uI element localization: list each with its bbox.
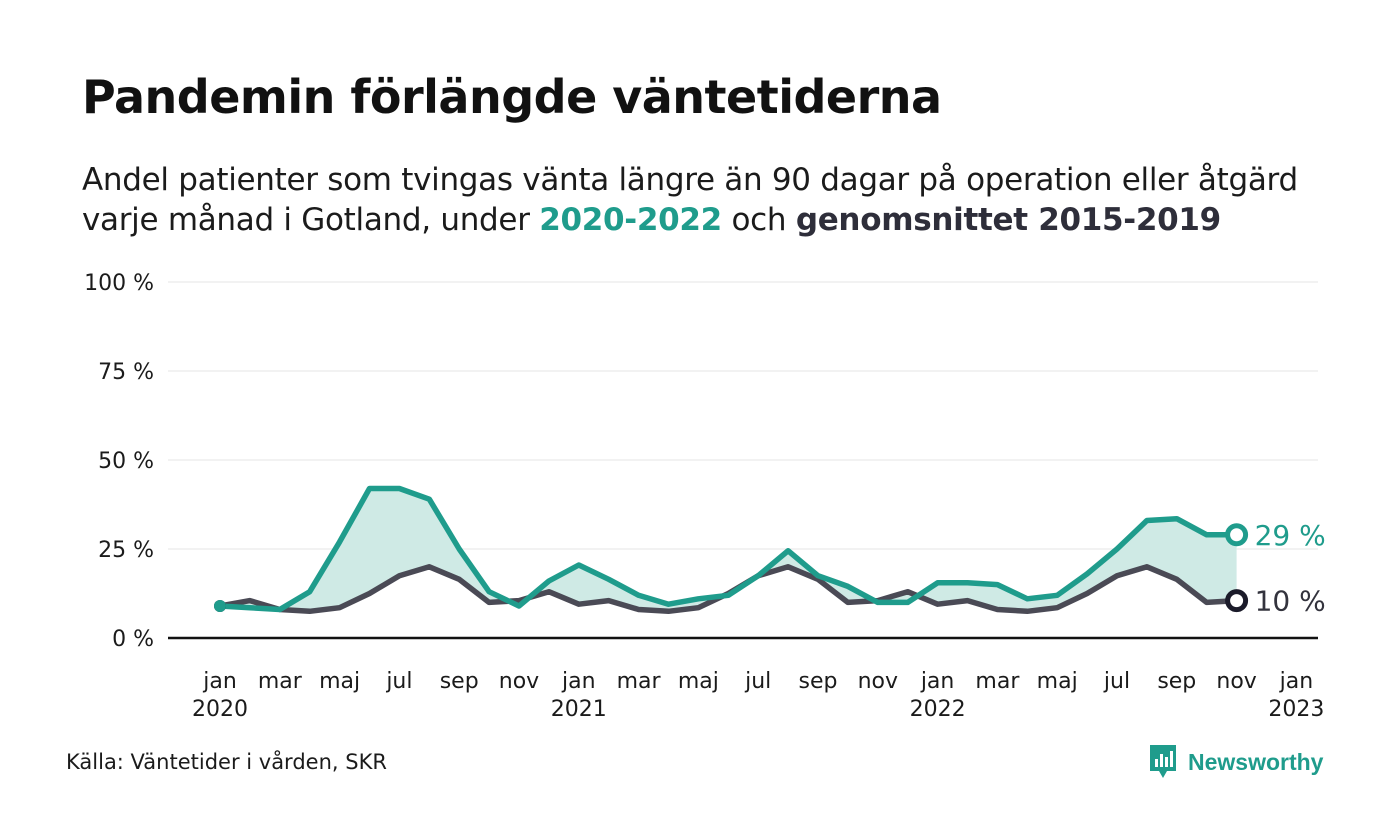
brand-name: Newsworthy xyxy=(1188,748,1324,775)
x-tick-year-label: 2021 xyxy=(551,697,607,722)
series-start-point-current xyxy=(214,599,226,612)
x-tick-label: sep xyxy=(1157,669,1196,694)
x-tick-label: jan xyxy=(920,669,955,694)
subtitle-highlight-average: genomsnittet 2015-2019 xyxy=(795,202,1221,238)
x-tick-label: jul xyxy=(385,669,412,694)
x-tick-label: maj xyxy=(1037,669,1078,694)
x-tick-label: maj xyxy=(319,669,360,694)
x-tick-label: jul xyxy=(744,669,771,694)
subtitle-highlight-current: 2020-2022 xyxy=(539,202,722,238)
x-tick-label: mar xyxy=(975,669,1020,694)
x-tick-label: jan xyxy=(561,669,596,694)
end-label-average: 10 % xyxy=(1255,585,1326,618)
end-label-current: 29 % xyxy=(1255,519,1326,552)
brand[interactable]: Newsworthy xyxy=(1148,742,1323,782)
x-tick-label: sep xyxy=(440,669,479,694)
x-tick-label: maj xyxy=(678,669,719,694)
y-tick-label: 0 % xyxy=(112,627,154,652)
series-end-point-average xyxy=(1225,589,1249,613)
subtitle-mid: och xyxy=(721,202,796,238)
source-note: Källa: Väntetider i vården, SKR xyxy=(66,750,387,774)
newsworthy-logo-icon xyxy=(1150,745,1176,778)
x-tick-label: mar xyxy=(617,669,662,694)
y-tick-label: 25 % xyxy=(98,538,154,563)
x-tick-label: sep xyxy=(799,669,838,694)
series-end-point-current xyxy=(1225,523,1249,547)
x-tick-year-label: 2022 xyxy=(910,697,966,722)
difference-area xyxy=(220,488,1237,612)
x-tick-year-label: 2023 xyxy=(1268,697,1324,722)
x-tick-label: nov xyxy=(858,669,898,694)
x-tick-label: mar xyxy=(258,669,303,694)
y-tick-label: 100 % xyxy=(84,271,154,296)
x-tick-year-label: 2020 xyxy=(192,697,248,722)
x-tick-label: jul xyxy=(1103,669,1130,694)
x-tick-label: nov xyxy=(499,669,539,694)
chart-subtitle: Andel patienter som tvingas vänta längre… xyxy=(82,160,1344,240)
x-tick-label: jan xyxy=(202,669,237,694)
chart-title: Pandemin förlängde väntetiderna xyxy=(82,70,942,124)
y-tick-label: 50 % xyxy=(98,449,154,474)
y-tick-label: 75 % xyxy=(98,360,154,385)
subtitle-line-1: Andel patienter som tvingas vänta längre… xyxy=(82,162,1298,198)
x-tick-label: nov xyxy=(1216,669,1256,694)
x-tick-label: jan xyxy=(1279,669,1314,694)
subtitle-line-2-start: varje månad i Gotland, under xyxy=(82,202,540,238)
series-line-current xyxy=(217,485,1240,613)
subtitle-line-2: varje månad i Gotland, under 2020-2022 o… xyxy=(82,200,1344,240)
